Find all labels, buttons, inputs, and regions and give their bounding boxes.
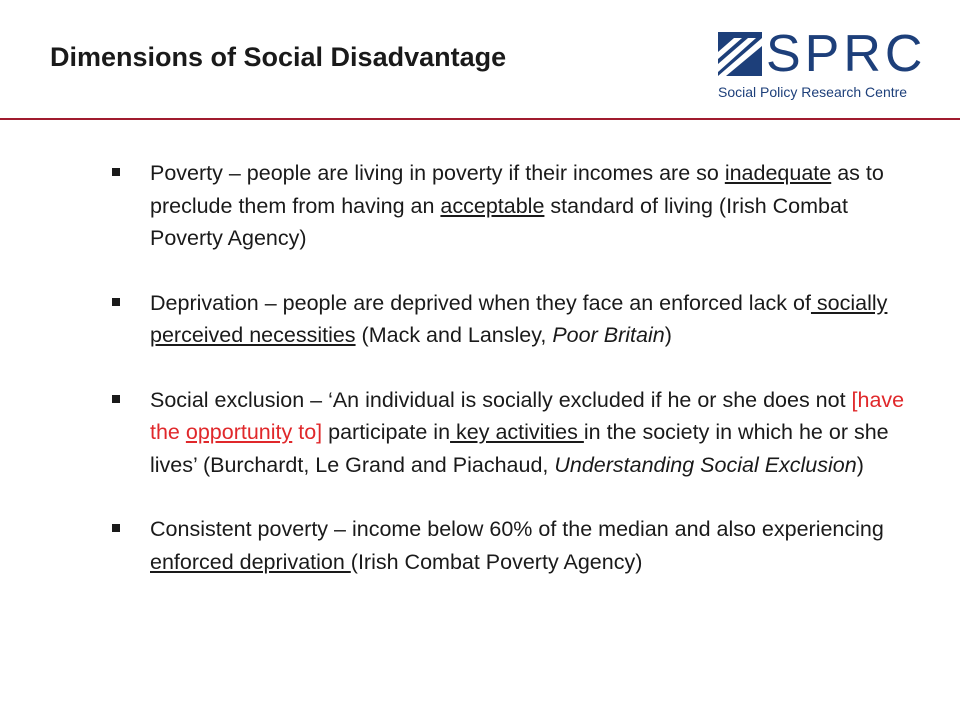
bullet-text: (Mack and Lansley, [355, 323, 553, 347]
bullet-text: standard of living (Irish Combat Poverty… [150, 193, 848, 251]
bullet-text: Consistent poverty – income below 60% of… [150, 517, 884, 541]
square-bullet-icon [112, 297, 120, 306]
sprc-logo: SPRC Social Policy Research Centre [718, 24, 922, 104]
bullet-text: Social exclusion – ‘An individual is soc… [150, 387, 852, 412]
book-title: Understanding Social Exclusion [554, 452, 857, 477]
bullet-consistent-poverty: Consistent poverty – income below 60% of… [112, 513, 912, 578]
underlined-term: acceptable [440, 193, 545, 218]
underlined-term: inadequate [724, 161, 832, 185]
book-title: Poor Britain [552, 323, 665, 347]
bullet-text: Deprivation – people are deprived when t… [150, 290, 811, 315]
bullet-text: as to preclude them from having an [150, 161, 884, 218]
highlighted-underlined-term: opportunity [185, 420, 293, 444]
underlined-term: socially perceived necessities [150, 290, 888, 348]
underlined-term: enforced deprivation [150, 549, 351, 574]
title-divider [0, 118, 960, 120]
bullet-text: ) [664, 323, 672, 347]
bullet-social-exclusion: Social exclusion – ‘An individual is soc… [112, 384, 912, 482]
slide-title: Dimensions of Social Disadvantage [50, 42, 507, 72]
logo-subtitle: Social Policy Research Centre [718, 84, 908, 100]
bullet-list: Poverty – people are living in poverty i… [112, 157, 912, 610]
bullet-poverty: Poverty – people are living in poverty i… [112, 157, 912, 255]
highlighted-text: to] [292, 420, 323, 444]
bullet-text: Poverty – people are living in poverty i… [150, 161, 725, 185]
bullet-text: participate in [322, 420, 451, 444]
bullet-text: in the society in which he or she lives’… [150, 420, 889, 477]
bullet-text: (Irish Combat Poverty Agency) [350, 549, 643, 574]
sprc-logo-mark-icon [718, 32, 762, 76]
underlined-term: key activities [450, 420, 584, 444]
highlighted-text: [have the [150, 387, 905, 445]
bullet-deprivation: Deprivation – people are deprived when t… [112, 287, 912, 352]
square-bullet-icon [112, 168, 120, 176]
square-bullet-icon [112, 394, 120, 403]
logo-wordmark: SPRC [766, 25, 927, 83]
bullet-text: ) [856, 452, 864, 477]
square-bullet-icon [112, 524, 120, 532]
